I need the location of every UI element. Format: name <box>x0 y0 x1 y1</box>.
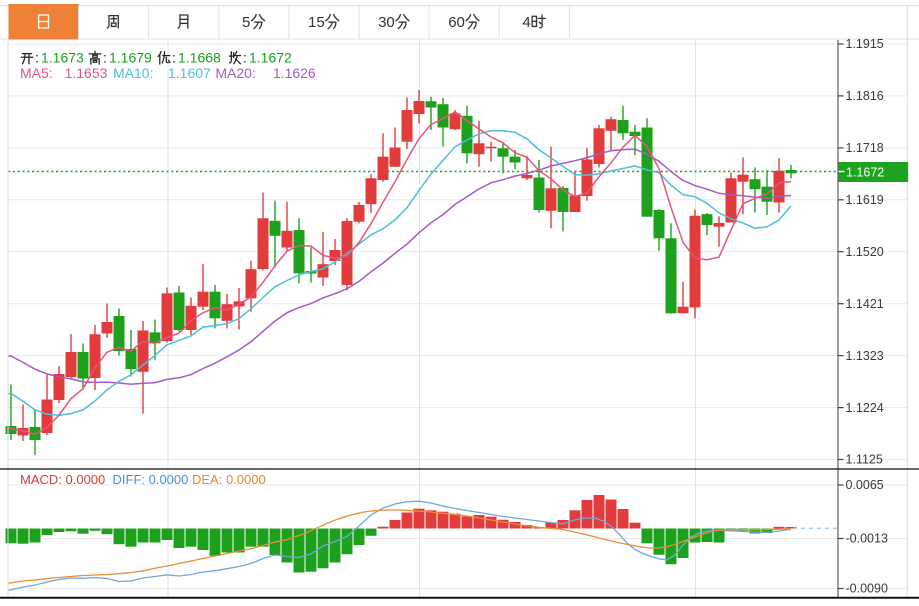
svg-text::: : <box>103 50 107 66</box>
svg-text:1.1626: 1.1626 <box>273 65 316 81</box>
svg-text:4: 4 <box>522 14 530 31</box>
svg-text:1.1323: 1.1323 <box>846 349 884 363</box>
svg-text:MA5:: MA5: <box>20 65 53 81</box>
svg-text:30: 30 <box>378 14 395 31</box>
svg-text:MACD: 0.0000: MACD: 0.0000 <box>20 472 105 487</box>
svg-text:60: 60 <box>448 14 465 31</box>
svg-text:DEA: 0.0000: DEA: 0.0000 <box>192 472 266 487</box>
svg-text:MA20:: MA20: <box>215 65 255 81</box>
svg-text:1.1653: 1.1653 <box>65 65 108 81</box>
svg-text:1.1668: 1.1668 <box>178 50 221 66</box>
svg-text::: : <box>172 50 176 66</box>
svg-text:5: 5 <box>242 14 250 31</box>
svg-text:1.1619: 1.1619 <box>846 193 884 207</box>
svg-text:1.1125: 1.1125 <box>846 453 883 467</box>
svg-text:0.0065: 0.0065 <box>846 478 884 492</box>
svg-text:1.1520: 1.1520 <box>846 245 884 259</box>
svg-text:15: 15 <box>308 14 325 31</box>
svg-text:1.1421: 1.1421 <box>846 297 884 311</box>
svg-text::: : <box>35 50 39 66</box>
svg-text:1.1816: 1.1816 <box>846 89 884 103</box>
svg-text:1.1915: 1.1915 <box>846 37 884 51</box>
svg-text:1.1679: 1.1679 <box>109 50 152 66</box>
svg-text:DIFF: 0.0000: DIFF: 0.0000 <box>113 472 189 487</box>
svg-text:-0.0090: -0.0090 <box>846 582 888 596</box>
svg-text:1.1673: 1.1673 <box>41 50 84 66</box>
svg-text:1.1607: 1.1607 <box>168 65 211 81</box>
svg-text:-0.0013: -0.0013 <box>846 532 888 546</box>
svg-text:MA10:: MA10: <box>113 65 153 81</box>
svg-text:1.1672: 1.1672 <box>249 50 292 66</box>
svg-text:1.1224: 1.1224 <box>846 401 884 415</box>
svg-text:1.1672: 1.1672 <box>846 165 884 179</box>
svg-text::: : <box>243 50 247 66</box>
svg-text:1.1718: 1.1718 <box>846 141 884 155</box>
